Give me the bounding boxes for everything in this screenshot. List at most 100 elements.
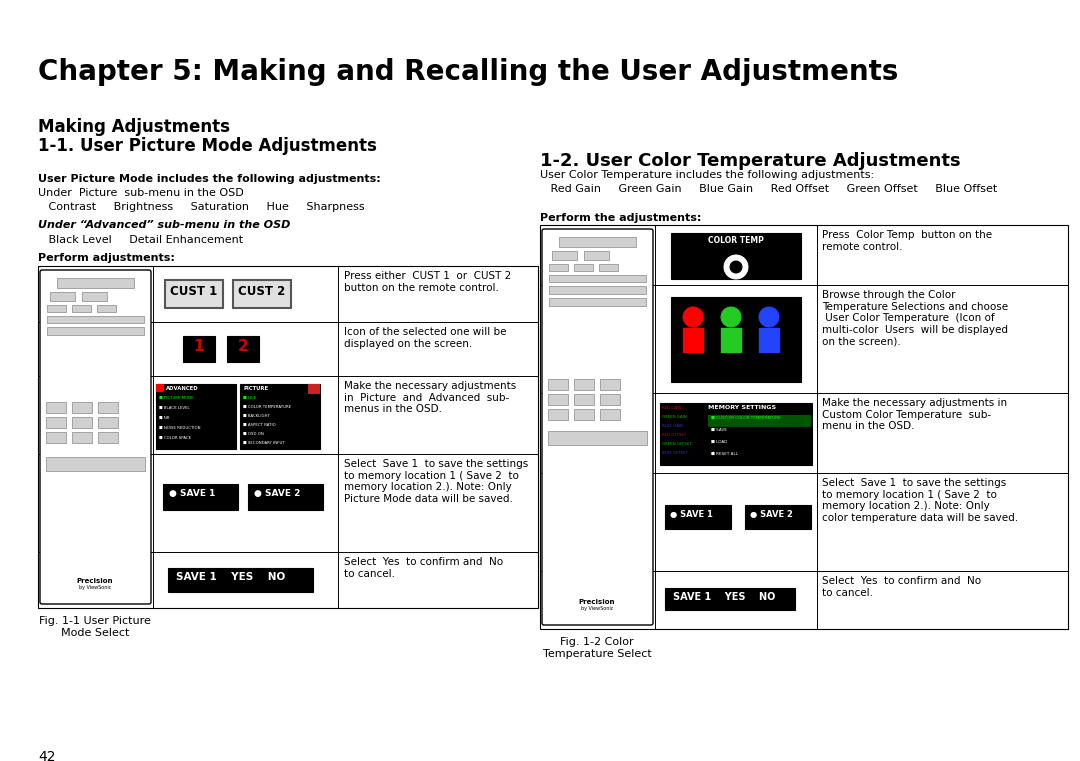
Bar <box>549 264 568 271</box>
Circle shape <box>683 307 703 327</box>
Bar <box>559 237 636 247</box>
Bar <box>46 402 66 413</box>
Bar <box>600 379 620 390</box>
Text: SAVE 1    YES    NO: SAVE 1 YES NO <box>176 572 285 582</box>
Bar <box>708 451 810 462</box>
Bar <box>549 286 646 294</box>
Text: Fig. 1-2 Color: Fig. 1-2 Color <box>561 637 634 647</box>
Bar <box>573 379 594 390</box>
Bar <box>584 251 609 260</box>
Bar <box>745 505 811 529</box>
Bar <box>665 505 731 529</box>
Text: by ViewSonic: by ViewSonic <box>79 585 111 590</box>
Circle shape <box>724 255 748 279</box>
Bar <box>227 336 259 362</box>
Text: Browse through the Color
Temperature Selections and choose
 User Color Temperatu: Browse through the Color Temperature Sel… <box>822 290 1008 346</box>
Text: ■ NR: ■ NR <box>159 416 170 420</box>
Text: Mode Select: Mode Select <box>60 628 130 638</box>
Text: Red Gain     Green Gain     Blue Gain     Red Offset     Green Offset     Blue O: Red Gain Green Gain Blue Gain Red Offset… <box>540 184 997 194</box>
Bar <box>240 384 320 449</box>
Bar <box>759 328 779 352</box>
Text: ■ BACKLIGHT: ■ BACKLIGHT <box>243 414 270 418</box>
Bar <box>98 402 118 413</box>
Bar <box>248 484 323 510</box>
FancyBboxPatch shape <box>40 270 151 604</box>
Bar <box>548 409 568 420</box>
Circle shape <box>578 327 616 365</box>
Text: 1: 1 <box>193 339 204 354</box>
Bar <box>38 266 538 608</box>
Text: ● SAVE 1: ● SAVE 1 <box>670 510 713 519</box>
Text: User Picture Mode includes the following adjustments:: User Picture Mode includes the following… <box>38 174 381 184</box>
Bar <box>552 251 577 260</box>
Bar <box>165 280 222 308</box>
Bar <box>540 225 1068 629</box>
Bar <box>46 432 66 443</box>
Text: Press  Color Temp  button on the
remote control.: Press Color Temp button on the remote co… <box>822 230 993 252</box>
Text: User Color Temperature includes the following adjustments:: User Color Temperature includes the foll… <box>540 170 874 180</box>
Text: SAVE 1    YES    NO: SAVE 1 YES NO <box>673 592 775 602</box>
Text: ■ COLOR SPACE: ■ COLOR SPACE <box>159 436 191 440</box>
Bar <box>599 264 618 271</box>
Bar <box>97 305 116 312</box>
Bar <box>183 336 215 362</box>
Bar <box>548 379 568 390</box>
Text: Temperature Select: Temperature Select <box>542 649 651 659</box>
Bar <box>665 588 795 610</box>
Bar <box>48 305 66 312</box>
Text: Make the necessary adjustments in
Custom Color Temperature  sub-
menu in the OSD: Make the necessary adjustments in Custom… <box>822 398 1008 431</box>
Text: ADVANCED: ADVANCED <box>166 386 199 391</box>
Bar <box>98 432 118 443</box>
Text: ■ SAVE: ■ SAVE <box>711 428 727 432</box>
Text: ● SAVE 1: ● SAVE 1 <box>168 489 215 498</box>
Text: ■ HUE: ■ HUE <box>243 396 256 400</box>
Circle shape <box>721 307 741 327</box>
Bar <box>548 394 568 405</box>
Text: Perform the adjustments:: Perform the adjustments: <box>540 213 701 223</box>
Text: ■ COLOR TEMPERATURE: ■ COLOR TEMPERATURE <box>243 405 292 409</box>
Text: Make the necessary adjustments
in  Picture  and  Advanced  sub-
menus in the OSD: Make the necessary adjustments in Pictur… <box>345 381 516 414</box>
Text: ■ SECONDARY INPUT: ■ SECONDARY INPUT <box>243 441 285 445</box>
Bar <box>168 568 313 592</box>
Text: Select  Yes  to confirm and  No
to cancel.: Select Yes to confirm and No to cancel. <box>345 557 503 578</box>
Text: CUST 2: CUST 2 <box>239 285 285 298</box>
Circle shape <box>76 353 114 391</box>
Text: RED GAIN: RED GAIN <box>662 406 681 410</box>
Text: PICTURE: PICTURE <box>243 386 268 391</box>
Text: ● SAVE 2: ● SAVE 2 <box>254 489 300 498</box>
Bar <box>573 394 594 405</box>
Bar <box>660 403 812 465</box>
Bar <box>671 233 801 279</box>
Text: ■ CUSTOM COLOR TEMPERATURE: ■ CUSTOM COLOR TEMPERATURE <box>711 416 781 420</box>
Circle shape <box>730 261 742 273</box>
Bar <box>600 409 620 420</box>
Text: ■ NOISE REDUCTION: ■ NOISE REDUCTION <box>159 426 201 430</box>
Text: GREEN OFFSET: GREEN OFFSET <box>662 442 692 446</box>
Bar <box>48 327 144 335</box>
Text: Under  Picture  sub-menu in the OSD: Under Picture sub-menu in the OSD <box>38 188 244 198</box>
Circle shape <box>759 307 779 327</box>
Text: Black Level     Detail Enhancement: Black Level Detail Enhancement <box>38 235 243 245</box>
Text: 1-2. User Color Temperature Adjustments: 1-2. User Color Temperature Adjustments <box>540 152 960 170</box>
Bar <box>163 484 238 510</box>
Bar <box>721 328 741 352</box>
Text: BLUE GAIN: BLUE GAIN <box>662 424 683 428</box>
Text: Chapter 5: Making and Recalling the User Adjustments: Chapter 5: Making and Recalling the User… <box>38 58 899 86</box>
Bar <box>50 292 75 301</box>
Text: 1-1. User Picture Mode Adjustments: 1-1. User Picture Mode Adjustments <box>38 137 377 155</box>
Text: Select  Save 1  to save the settings
to memory location 1 ( Save 2  to
memory lo: Select Save 1 to save the settings to me… <box>345 459 528 504</box>
Text: BLUE OFFSET: BLUE OFFSET <box>662 451 688 455</box>
Bar <box>600 394 620 405</box>
Text: ■ BLACK LEVEL: ■ BLACK LEVEL <box>159 406 190 410</box>
Bar <box>573 409 594 420</box>
Text: Press either  CUST 1  or  CUST 2
button on the remote control.: Press either CUST 1 or CUST 2 button on … <box>345 271 511 292</box>
Text: Icon of the selected one will be
displayed on the screen.: Icon of the selected one will be display… <box>345 327 507 349</box>
Bar <box>82 292 107 301</box>
Bar <box>708 427 810 438</box>
Bar <box>72 417 92 428</box>
Text: ■ ASPECT RATIO: ■ ASPECT RATIO <box>243 423 275 427</box>
Text: ■ PICTURE MODE: ■ PICTURE MODE <box>159 396 193 400</box>
Text: Select  Yes  to confirm and  No
to cancel.: Select Yes to confirm and No to cancel. <box>822 576 981 597</box>
Text: Contrast     Brightness     Saturation     Hue     Sharpness: Contrast Brightness Saturation Hue Sharp… <box>38 202 365 212</box>
Text: MEMORY SETTINGS: MEMORY SETTINGS <box>708 405 777 410</box>
